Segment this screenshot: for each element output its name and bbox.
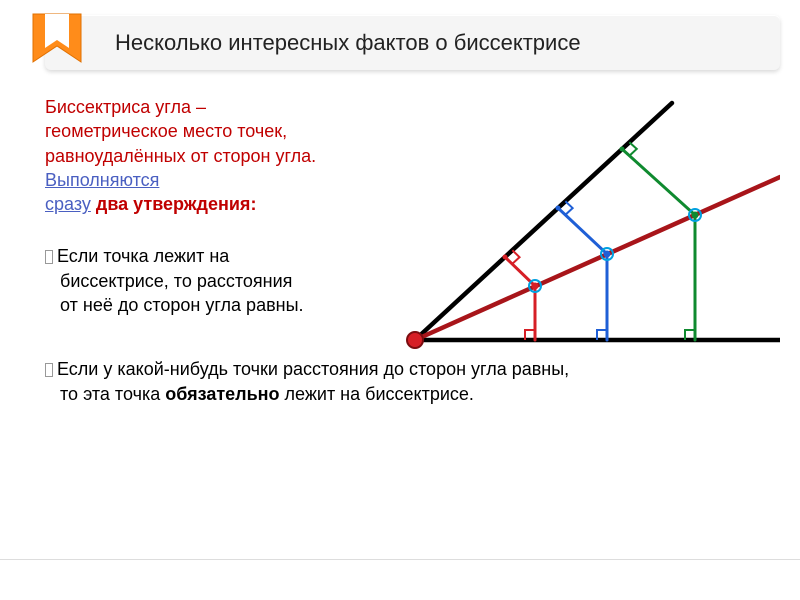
s2-post2: лежит на биссектрисе.	[280, 384, 474, 404]
s2-pre: Если у какой-нибудь точки расстояния до …	[57, 359, 569, 379]
intro-text: Биссектриса угла – геометрическое место …	[45, 95, 385, 216]
content-area: Биссектриса угла – геометрическое место …	[45, 95, 780, 590]
header-bar: Несколько интересных фактов о биссектрис…	[45, 15, 780, 70]
s2-post1: то эта точка	[60, 384, 165, 404]
intro-link1: Выполняются	[45, 170, 159, 190]
s2-bold: обязательно	[165, 384, 279, 404]
intro-line1: Биссектриса угла –	[45, 97, 206, 117]
s1-l2: биссектрисе, то расстояния	[60, 271, 292, 291]
bullet-icon	[45, 250, 53, 264]
s1-l3: от неё до сторон угла равны.	[60, 295, 304, 315]
intro-bold: два утверждения:	[96, 194, 257, 214]
bullet-icon	[45, 363, 53, 377]
s1-l1: Если точка лежит на	[57, 246, 229, 266]
bookmark-icon	[28, 12, 86, 79]
intro-line2: геометрическое место точек,	[45, 121, 287, 141]
intro-link2: сразу	[45, 194, 91, 214]
intro-line3: равноудалённых от сторон угла.	[45, 146, 316, 166]
statement-2: Если у какой-нибудь точки расстояния до …	[45, 357, 765, 406]
header-title: Несколько интересных фактов о биссектрис…	[115, 30, 581, 56]
footer-divider	[0, 559, 800, 560]
statement-1: Если точка лежит на биссектрисе, то расс…	[45, 244, 385, 317]
